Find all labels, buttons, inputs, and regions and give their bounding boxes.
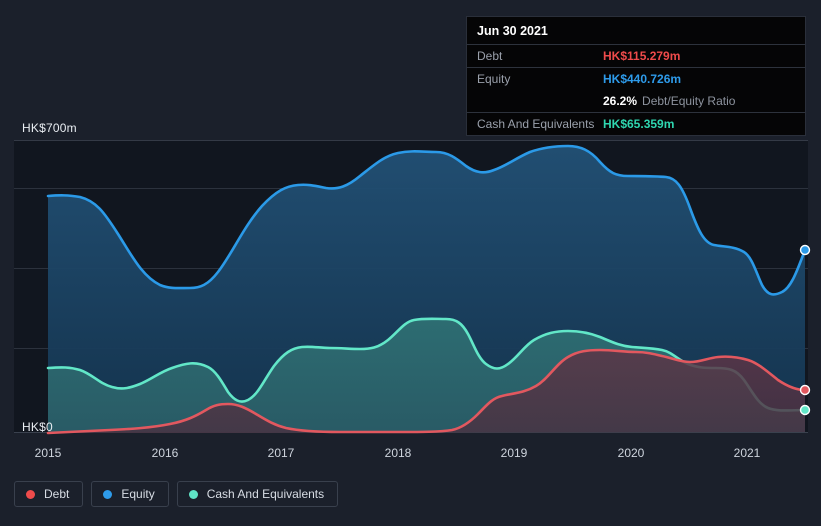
- x-tick-2015: 2015: [34, 446, 62, 460]
- legend-dot-debt-icon: [26, 489, 35, 499]
- tooltip-ratio-value: 26.2%: [603, 94, 638, 108]
- legend-label-debt: Debt: [44, 487, 70, 501]
- tooltip-equity-value: HK$440.726m: [603, 72, 682, 86]
- legend-item-cash[interactable]: Cash And Equivalents: [176, 481, 339, 507]
- tooltip-cash-label: Cash And Equivalents: [477, 117, 595, 131]
- tooltip-ratio-label: Debt/Equity Ratio: [642, 94, 736, 108]
- x-tick-2020: 2020: [617, 446, 645, 460]
- legend-dot-equity-icon: [103, 489, 113, 499]
- cash-endpoint-marker: [799, 404, 811, 416]
- x-axis: 2015 2016 2017 2018 2019 2020 2021: [0, 446, 821, 466]
- x-tick-2016: 2016: [151, 446, 179, 460]
- chart-tooltip: Jun 30 2021 Debt HK$115.279m Equity HK$4…: [466, 16, 806, 136]
- series-debt: [46, 348, 807, 435]
- tooltip-debt-label: Debt: [477, 49, 503, 63]
- legend-item-equity[interactable]: Equity: [91, 481, 169, 507]
- chart-svg: [14, 140, 811, 435]
- x-tick-2018: 2018: [384, 446, 412, 460]
- legend-label-cash: Cash And Equivalents: [206, 487, 325, 501]
- legend-item-debt[interactable]: Debt: [14, 481, 84, 507]
- debt-endpoint-marker: [799, 384, 811, 396]
- tooltip-row-equity: Equity HK$440.726m: [467, 67, 805, 90]
- tooltip-row-debt: Debt HK$115.279m: [467, 44, 805, 67]
- tooltip-row-cash: Cash And Equivalents HK$65.359m: [467, 112, 805, 135]
- tooltip-row-ratio: 26.2% Debt/Equity Ratio: [467, 90, 805, 112]
- legend-label-equity: Equity: [121, 487, 155, 501]
- tooltip-equity-label: Equity: [477, 72, 511, 86]
- x-tick-2021: 2021: [733, 446, 761, 460]
- tooltip-cash-value: HK$65.359m: [603, 117, 675, 131]
- y-axis-top-label: HK$700m: [22, 121, 77, 135]
- chart-legend: Debt Equity Cash And Equivalents: [14, 481, 339, 507]
- equity-endpoint-marker: [799, 244, 811, 256]
- chart-plot-area[interactable]: HK$700m HK$0: [0, 0, 821, 470]
- tooltip-date: Jun 30 2021: [477, 24, 548, 38]
- y-axis-zero-label: HK$0: [22, 420, 53, 434]
- x-tick-2019: 2019: [500, 446, 528, 460]
- tooltip-debt-value: HK$115.279m: [603, 49, 681, 63]
- x-tick-2017: 2017: [267, 446, 295, 460]
- legend-dot-cash-icon: [188, 489, 198, 499]
